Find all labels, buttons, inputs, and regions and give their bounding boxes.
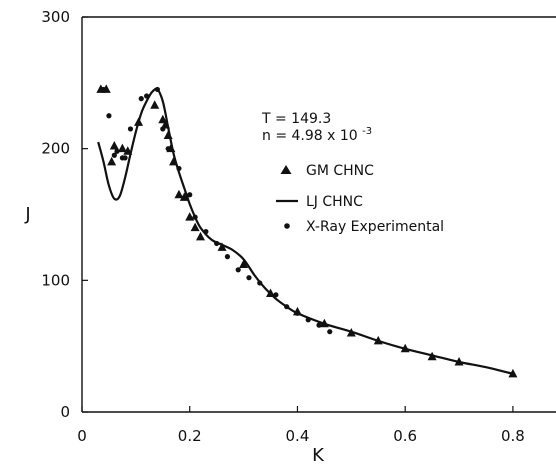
series-xray-experimental-point bbox=[294, 310, 301, 316]
series-gm-chnc-point bbox=[123, 146, 133, 155]
series-gm-chnc-point bbox=[134, 117, 144, 126]
series-xray-experimental-point bbox=[144, 93, 150, 99]
series-xray-experimental-point bbox=[100, 86, 107, 93]
annotation-density: n = 4.98 x 10 -3 bbox=[262, 126, 372, 144]
annotation-temperature: T = 149.3 bbox=[261, 111, 331, 127]
axis-ticks: 0 0.2 0.4 0.6 0.8 0 100 200 300 bbox=[41, 8, 524, 445]
series-gm-chnc-point bbox=[239, 259, 249, 269]
series-gm-chnc-point bbox=[196, 231, 205, 241]
series-xray-experimental-point bbox=[165, 146, 171, 152]
data-marks bbox=[96, 84, 518, 378]
series-xray-experimental-point bbox=[273, 292, 279, 298]
series-gm-chnc-point bbox=[190, 222, 200, 232]
y-tick-label: 300 bbox=[41, 8, 70, 26]
legend-label-xray-experimental: X-Ray Experimental bbox=[306, 219, 444, 235]
x-tick-label: 0.8 bbox=[501, 427, 525, 445]
legend: GM CHNC LJ CHNC X-Ray Experimental bbox=[276, 163, 444, 235]
series-xray-experimental-point bbox=[176, 165, 182, 172]
x-tick-label: 0 bbox=[77, 427, 87, 445]
series-xray-experimental-point bbox=[224, 254, 231, 260]
legend-label-gm-chnc: GM CHNC bbox=[306, 163, 374, 179]
series-xray-experimental-point bbox=[235, 267, 241, 273]
y-tick-label: 100 bbox=[41, 271, 70, 289]
series-gm-chnc-point bbox=[169, 156, 179, 166]
series-gm-chnc-point bbox=[400, 343, 410, 353]
series-gm-chnc-point bbox=[150, 100, 160, 109]
series-gm-chnc-point bbox=[373, 335, 383, 345]
x-axis-label: K bbox=[312, 445, 325, 466]
annotation-density-base: n = 4.98 x 10 bbox=[262, 128, 358, 144]
series-xray-experimental-point bbox=[106, 113, 112, 119]
x-tick-label: 0.4 bbox=[286, 427, 310, 445]
series-xray-experimental-point bbox=[138, 96, 144, 102]
series-xray-experimental-point bbox=[246, 275, 252, 281]
series-xray-experimental-point bbox=[127, 126, 134, 132]
series-xray-experimental-point bbox=[111, 152, 117, 158]
series-gm-chnc-point bbox=[179, 192, 189, 201]
x-tick-label: 0.6 bbox=[393, 427, 417, 445]
series-gm-chnc-point bbox=[163, 130, 173, 139]
series-xray-experimental-point bbox=[154, 86, 161, 93]
series-gm-chnc-point bbox=[160, 119, 170, 129]
series-gm-chnc-point bbox=[508, 368, 518, 378]
series-xray-experimental-point bbox=[214, 240, 220, 247]
series-xray-experimental-point bbox=[284, 304, 290, 310]
series-gm-chnc-point bbox=[174, 189, 184, 199]
y-tick-label: 200 bbox=[41, 140, 70, 158]
legend-label-lj-chnc: LJ CHNC bbox=[306, 194, 363, 210]
series-gm-chnc-point bbox=[117, 143, 127, 153]
series-xray-experimental-point bbox=[160, 126, 166, 132]
series-xray-experimental-point bbox=[257, 280, 263, 286]
series-xray-experimental-point bbox=[203, 229, 209, 235]
legend-dot-icon bbox=[284, 223, 290, 229]
x-tick-label: 0.2 bbox=[178, 427, 202, 445]
series-gm-chnc-point bbox=[319, 318, 329, 328]
series-xray-experimental-point bbox=[316, 322, 322, 328]
series-xray-experimental-point bbox=[187, 192, 193, 198]
series-xray-experimental-point bbox=[305, 317, 311, 323]
series-gm-chnc-point bbox=[107, 156, 117, 166]
legend-triangle-icon bbox=[280, 165, 292, 174]
y-axis-label: J bbox=[24, 204, 30, 225]
annotation-density-exponent: -3 bbox=[362, 126, 372, 137]
series-xray-experimental-point bbox=[192, 214, 198, 220]
series-xray-experimental-point bbox=[327, 329, 333, 335]
series-gm-chnc-point bbox=[109, 141, 119, 150]
series-xray-experimental-point bbox=[114, 148, 120, 154]
plot-frame bbox=[81, 16, 556, 413]
y-tick-label: 0 bbox=[60, 403, 70, 421]
series-gm-chnc-point bbox=[266, 288, 276, 297]
series-xray-experimental-point bbox=[122, 155, 128, 161]
series-gm-chnc-point bbox=[185, 212, 195, 221]
series-gm-chnc-point bbox=[346, 328, 356, 337]
series-gm-chnc-point bbox=[217, 242, 227, 251]
series-gm-chnc-point bbox=[427, 351, 437, 361]
series-gm-chnc-point bbox=[454, 356, 464, 366]
